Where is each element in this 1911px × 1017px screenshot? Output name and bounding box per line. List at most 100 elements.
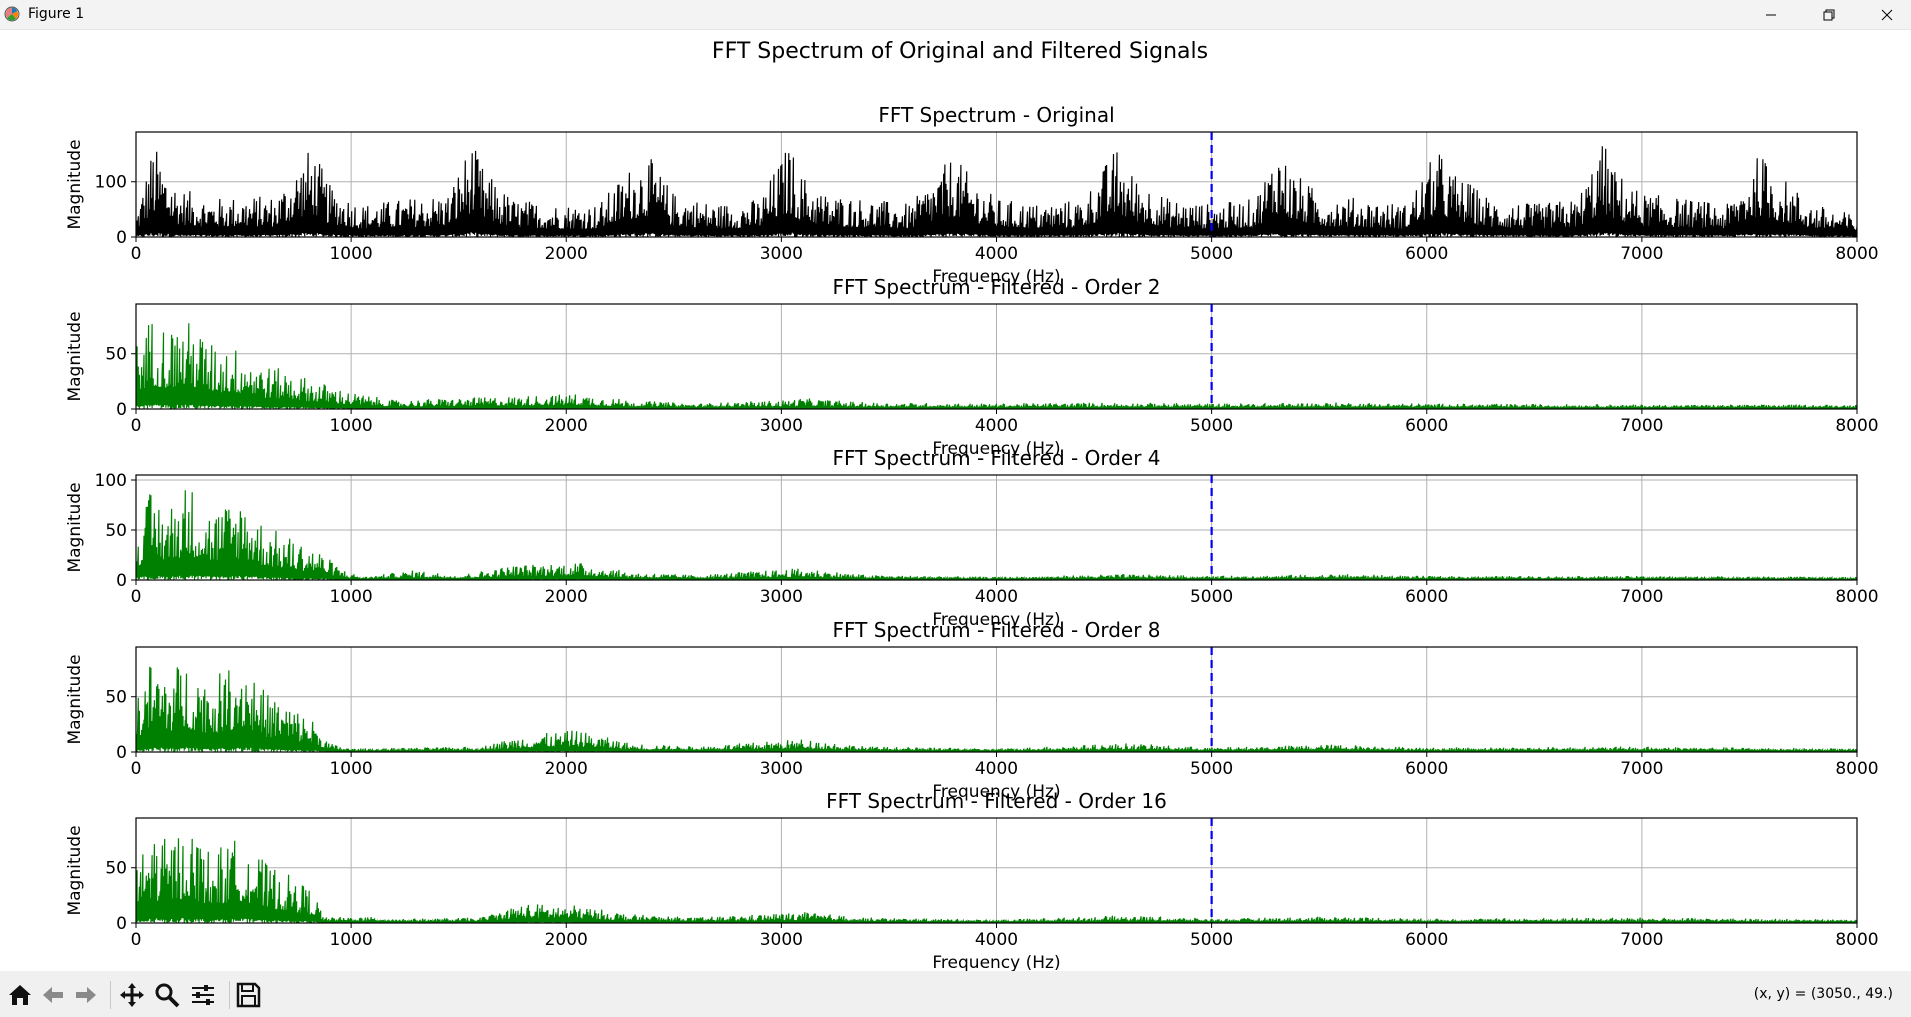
toolbar-separator (110, 981, 111, 1009)
x-tick-label: 5000 (1190, 930, 1233, 950)
x-tick-label: 7000 (1620, 416, 1663, 436)
x-tick-label: 8000 (1835, 759, 1878, 779)
pan-button[interactable] (116, 979, 148, 1011)
x-tick-label: 1000 (329, 416, 372, 436)
x-tick-label: 0 (131, 416, 142, 436)
forward-button[interactable] (70, 979, 102, 1011)
y-tick-label: 50 (105, 345, 127, 365)
matplotlib-logo-icon (4, 6, 20, 22)
subplot-title: FFT Spectrum - Filtered - Order 4 (832, 446, 1160, 470)
series-line-1 (136, 146, 1857, 237)
x-tick-label: 1000 (329, 759, 372, 779)
x-axis-label: Frequency (Hz) (932, 267, 1060, 287)
restore-button[interactable] (1800, 0, 1858, 29)
x-tick-label: 3000 (760, 930, 803, 950)
close-button[interactable] (1858, 0, 1911, 29)
y-axis-label: Magnitude (65, 825, 85, 915)
x-tick-label: 2000 (545, 587, 588, 607)
arrow-right-icon (76, 987, 96, 1003)
subplot-5: 0 1000 2000 3000 4000 5000 6000 7000 8000 0 50 Magn… (65, 789, 1879, 971)
x-tick-label: 6000 (1405, 244, 1448, 264)
x-tick-label: 8000 (1835, 587, 1878, 607)
y-tick-label: 0 (116, 743, 127, 763)
subplot-title: FFT Spectrum - Filtered - Order 16 (826, 789, 1167, 813)
y-tick-label: 50 (105, 688, 127, 708)
y-tick-label: 0 (116, 400, 127, 420)
arrow-left-icon (43, 987, 63, 1003)
navigation-toolbar: (x, y) = (3050., 49.) (0, 971, 1911, 1017)
x-tick-label: 5000 (1190, 416, 1233, 436)
sliders-icon (192, 985, 214, 1005)
x-tick-label: 2000 (545, 244, 588, 264)
x-tick-label: 6000 (1405, 587, 1448, 607)
x-axis-label: Frequency (Hz) (932, 782, 1060, 802)
x-tick-label: 8000 (1835, 930, 1878, 950)
subplot-3: 0 1000 2000 3000 4000 5000 6000 7000 8000 0 50 100 M… (65, 446, 1879, 630)
x-tick-label: 7000 (1620, 587, 1663, 607)
home-button[interactable] (4, 979, 36, 1011)
minimize-button[interactable] (1742, 0, 1800, 29)
minimize-icon (1766, 14, 1776, 15)
x-tick-label: 6000 (1405, 930, 1448, 950)
x-tick-label: 0 (131, 587, 142, 607)
x-tick-label: 1000 (329, 244, 372, 264)
magnifier-icon (155, 983, 180, 1008)
figure-suptitle: FFT Spectrum of Original and Filtered Si… (712, 39, 1208, 64)
x-tick-label: 6000 (1405, 416, 1448, 436)
window-title: Figure 1 (28, 6, 85, 22)
x-tick-label: 8000 (1835, 416, 1878, 436)
window-titlebar: Figure 1 (0, 0, 1911, 30)
y-tick-label: 50 (105, 859, 127, 879)
x-tick-label: 7000 (1620, 759, 1663, 779)
x-tick-label: 7000 (1620, 244, 1663, 264)
restore-icon (1823, 9, 1835, 20)
x-tick-label: 4000 (975, 244, 1018, 264)
y-tick-label: 100 (95, 471, 127, 491)
y-tick-label: 100 (95, 173, 127, 193)
x-tick-label: 2000 (545, 759, 588, 779)
x-axis-label: Frequency (Hz) (932, 439, 1060, 459)
cursor-coordinates: (x, y) = (3050., 49.) (1753, 986, 1893, 1002)
subplot-title: FFT Spectrum - Original (878, 103, 1114, 127)
subplot-1: 0 1000 2000 3000 4000 5000 6000 7000 8000 0 100 Mag… (65, 103, 1879, 287)
subplot-4: 0 1000 2000 3000 4000 5000 6000 7000 8000 0 50 Magn… (65, 618, 1879, 802)
x-axis-label: Frequency (Hz) (932, 953, 1060, 971)
x-tick-label: 4000 (975, 587, 1018, 607)
x-axis-label: Frequency (Hz) (932, 610, 1060, 630)
y-axis-label: Magnitude (65, 311, 85, 401)
x-tick-label: 8000 (1835, 244, 1878, 264)
x-tick-label: 2000 (545, 416, 588, 436)
floppy-disk-icon (236, 982, 261, 1008)
subplot-title: FFT Spectrum - Filtered - Order 2 (832, 275, 1160, 299)
x-tick-label: 1000 (329, 587, 372, 607)
x-tick-label: 4000 (975, 759, 1018, 779)
series-line-4 (136, 666, 1857, 752)
y-tick-label: 0 (116, 914, 127, 934)
close-icon (1881, 9, 1893, 20)
x-tick-label: 0 (131, 244, 142, 264)
x-tick-label: 7000 (1620, 930, 1663, 950)
x-tick-label: 2000 (545, 930, 588, 950)
configure-subplots-button[interactable] (187, 979, 219, 1011)
x-tick-label: 0 (131, 759, 142, 779)
y-axis-label: Magnitude (65, 654, 85, 744)
x-tick-label: 4000 (975, 930, 1018, 950)
zoom-button[interactable] (151, 979, 183, 1011)
x-tick-label: 5000 (1190, 587, 1233, 607)
x-tick-label: 5000 (1190, 244, 1233, 264)
save-button[interactable] (232, 979, 264, 1011)
x-tick-label: 3000 (760, 244, 803, 264)
home-icon (9, 985, 31, 1005)
back-button[interactable] (37, 979, 69, 1011)
y-axis-label: Magnitude (65, 482, 85, 572)
y-tick-label: 50 (105, 521, 127, 541)
y-tick-label: 0 (116, 571, 127, 591)
x-tick-label: 4000 (975, 416, 1018, 436)
figure-canvas[interactable]: FFT Spectrum of Original and Filtered Si… (0, 30, 1911, 971)
x-tick-label: 0 (131, 930, 142, 950)
y-axis-label: Magnitude (65, 139, 85, 229)
x-tick-label: 5000 (1190, 759, 1233, 779)
x-tick-label: 3000 (760, 416, 803, 436)
x-tick-label: 1000 (329, 930, 372, 950)
subplot-title: FFT Spectrum - Filtered - Order 8 (832, 618, 1160, 642)
